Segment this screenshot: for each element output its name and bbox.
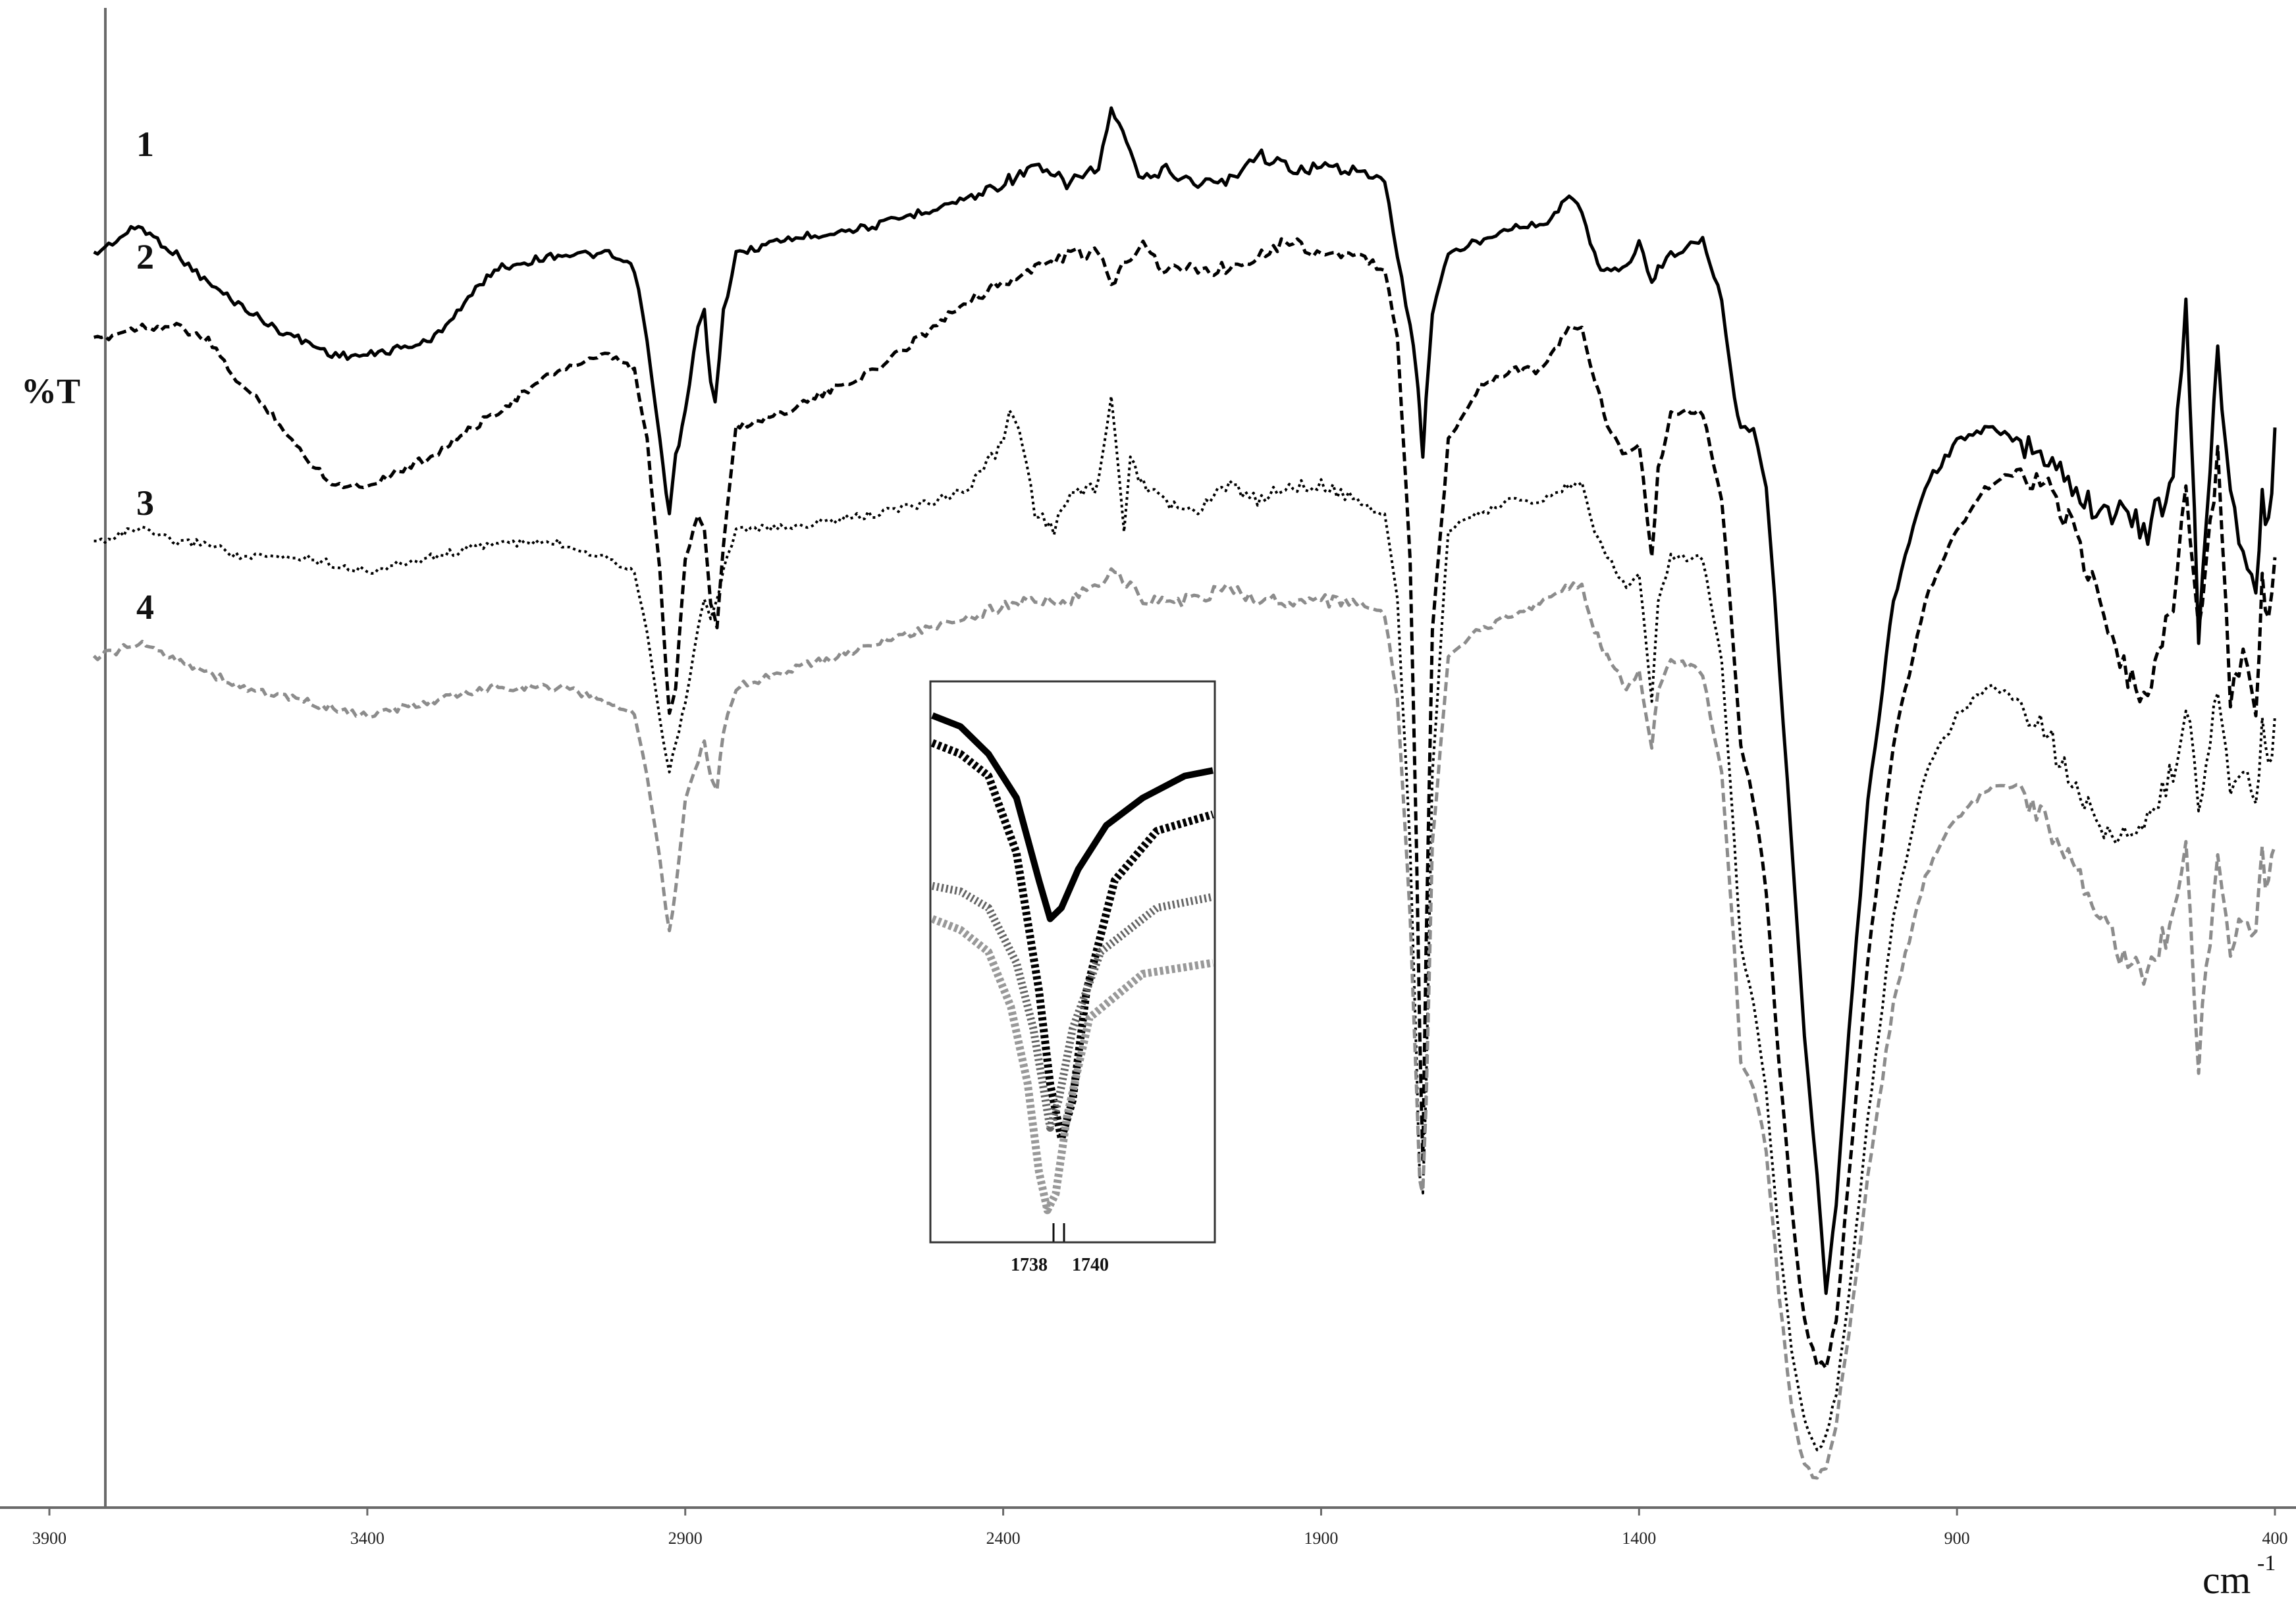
inset-frame: [929, 680, 1216, 1244]
x-tick-label: 3400: [350, 1529, 385, 1548]
x-tick-label: 2400: [986, 1529, 1021, 1548]
inset-curve-4: [930, 915, 1214, 1215]
inset-zoom-panel: 1738 1740: [929, 680, 1216, 1275]
series-line-2: [93, 237, 2277, 1370]
series-line-1: [93, 106, 2277, 1295]
x-tick-label: 900: [1944, 1529, 1970, 1548]
x-axis-ticks: 3900 3400 2900 2400 1900 1400 900 400: [32, 1508, 2288, 1548]
inset-curve-2: [930, 739, 1214, 1143]
x-tick-label: 2900: [668, 1529, 703, 1548]
x-tick-label: 1400: [1622, 1529, 1656, 1548]
x-axis-label: cm: [2203, 1558, 2251, 1602]
series-label-3: 3: [136, 483, 154, 523]
spectra-series: [92, 106, 2277, 1480]
series-label-4: 4: [136, 587, 154, 627]
inset-curves: [930, 712, 1214, 1242]
inset-tick-labels: 1738 1740: [1011, 1255, 1109, 1275]
inset-tick-label: 1740: [1072, 1255, 1109, 1275]
inset-curve-3: [931, 882, 1214, 1132]
inset-curve-1: [931, 712, 1214, 922]
series-label-2: 2: [136, 237, 154, 277]
series-line-4: [92, 567, 2277, 1480]
y-axis-label: %T: [21, 371, 80, 411]
inset-tick-label: 1738: [1011, 1255, 1048, 1275]
series-label-1: 1: [136, 124, 154, 164]
series-labels: 1 2 3 4: [136, 124, 154, 627]
x-tick-label: 3900: [32, 1529, 67, 1548]
x-tick-label: 1900: [1304, 1529, 1338, 1548]
x-tick-label: 400: [2262, 1529, 2288, 1548]
x-axis-label-superscript: -1: [2257, 1551, 2276, 1575]
